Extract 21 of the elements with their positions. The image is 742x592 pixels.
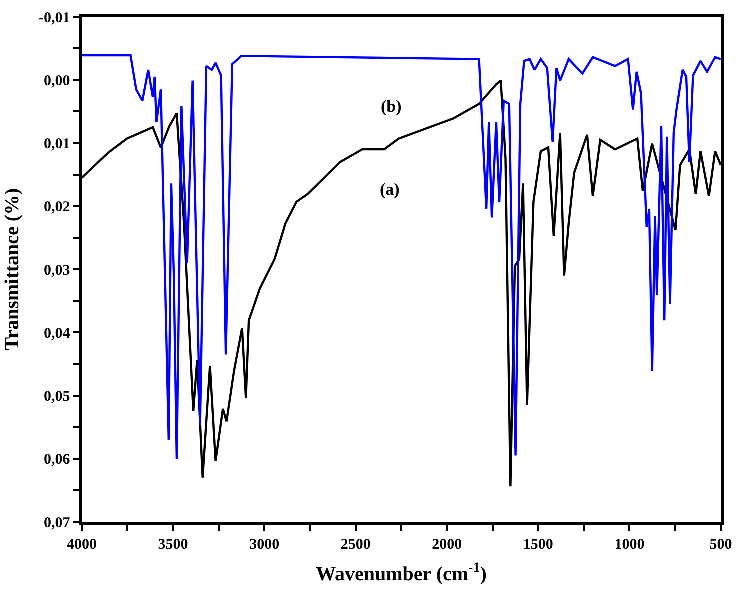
y-tick-label: 0,06 [44, 452, 71, 468]
x-tick-label: 4000 [67, 536, 97, 553]
x-tick-label: 1500 [523, 536, 554, 553]
x-tick-label: 3000 [250, 536, 280, 553]
y-tick-label: 0,07 [44, 515, 71, 532]
y-tick-label: 0,02 [44, 200, 70, 216]
y-tick-label: 0,05 [44, 389, 70, 405]
y-tick-label: 0,00 [44, 73, 70, 90]
y-tick-label: 0,04 [44, 326, 71, 342]
y-tick-label: 0,03 [44, 262, 70, 279]
annotation: (a) [380, 180, 400, 199]
annotation: (b) [381, 97, 402, 116]
x-tick-label: 500 [710, 536, 732, 553]
y-axis-title: Transmittance (%) [2, 188, 24, 351]
x-tick-label: 2000 [432, 536, 462, 553]
y-tick-label: -0,01 [39, 10, 70, 26]
x-tick-label: 3500 [158, 536, 188, 553]
y-tick-label: 0,01 [44, 136, 70, 152]
x-tick-label: 1000 [614, 536, 645, 553]
x-axis-title: Wavenumber (cm$^{-1}$) [316, 560, 487, 586]
x-tick-label: 2500 [340, 536, 371, 553]
